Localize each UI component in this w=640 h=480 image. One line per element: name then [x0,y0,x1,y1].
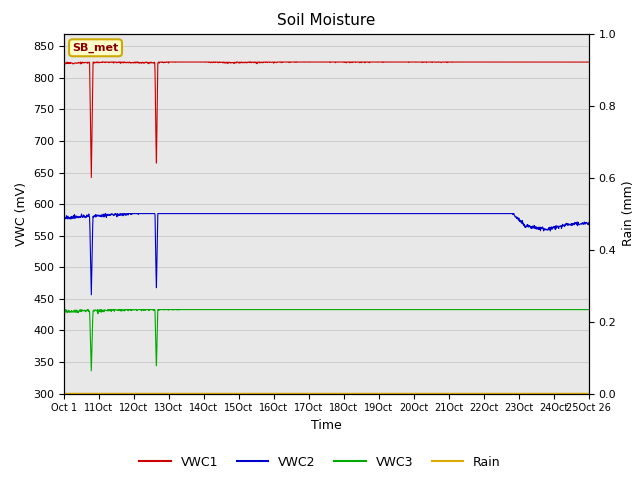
X-axis label: Time: Time [311,419,342,432]
Text: SB_met: SB_met [72,43,118,53]
Y-axis label: VWC (mV): VWC (mV) [15,181,28,246]
Legend: VWC1, VWC2, VWC3, Rain: VWC1, VWC2, VWC3, Rain [134,451,506,474]
Title: Soil Moisture: Soil Moisture [277,13,376,28]
Y-axis label: Rain (mm): Rain (mm) [622,181,635,246]
